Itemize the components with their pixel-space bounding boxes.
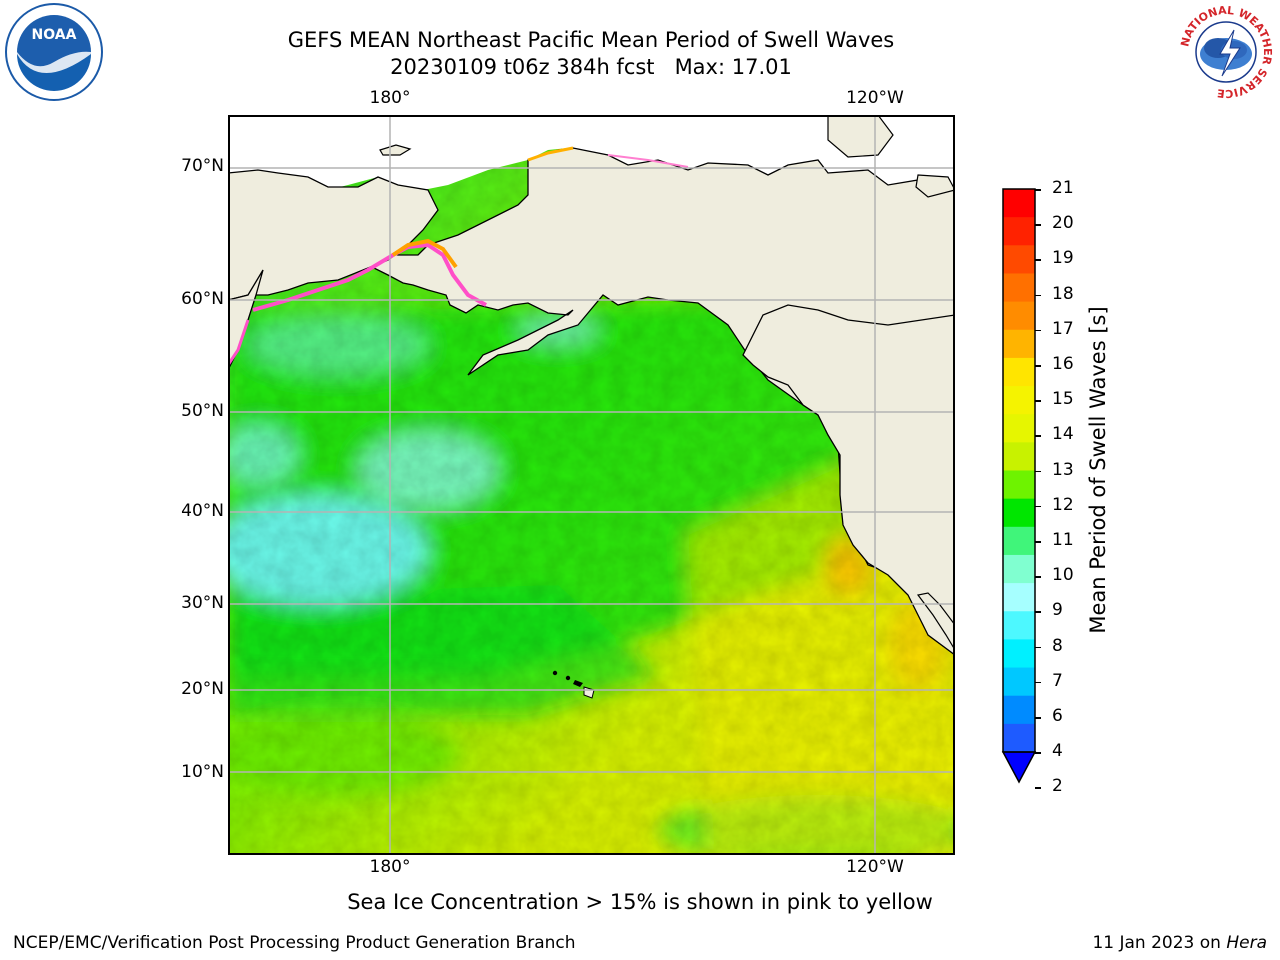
colorbar-segment	[1003, 526, 1035, 556]
colorbar-tick-label: 11	[1052, 530, 1074, 550]
colorbar-tick-mark	[1035, 717, 1041, 719]
colorbar-tick-mark	[1035, 365, 1041, 367]
colorbar-title: Mean Period of Swell Waves [s]	[1086, 306, 1110, 634]
colorbar-segment	[1003, 639, 1035, 669]
colorbar-tick-mark	[1035, 505, 1041, 508]
colorbar-tick-label: 17	[1052, 318, 1074, 339]
colorbar-tick-mark	[1035, 787, 1041, 789]
noaa-logo: NOAA	[4, 2, 104, 102]
lon-label-top-120w: 120°W	[846, 88, 904, 108]
map-gridlines	[228, 115, 955, 855]
colorbar-segment	[1003, 386, 1035, 415]
colorbar-segment	[1003, 189, 1035, 218]
colorbar-tick-mark	[1035, 541, 1041, 543]
colorbar	[1001, 188, 1037, 784]
colorbar-tick-label: 18	[1052, 283, 1074, 304]
colorbar-tick-label: 8	[1052, 635, 1063, 656]
chart-title-line1: GEFS MEAN Northeast Pacific Mean Period …	[287, 28, 895, 52]
colorbar-tick-label: 16	[1052, 354, 1074, 374]
colorbar-tick-label: 12	[1052, 494, 1074, 515]
colorbar-tick-mark	[1035, 259, 1041, 261]
lat-label-10n: 10°N	[181, 762, 224, 782]
colorbar-segment	[1003, 498, 1035, 528]
colorbar-segment	[1003, 667, 1035, 697]
colorbar-segment	[1003, 554, 1035, 584]
colorbar-tick-label: 14	[1052, 424, 1074, 445]
colorbar-tick-label: 15	[1052, 389, 1074, 410]
colorbar-tick-mark	[1035, 611, 1041, 613]
colorbar-tick-label: 9	[1052, 600, 1063, 621]
colorbar-segment	[1003, 301, 1035, 331]
host-name: Hera	[1226, 933, 1267, 953]
colorbar-extend-arrow	[1001, 751, 1037, 784]
colorbar-segment	[1003, 611, 1035, 640]
lat-label-40n: 40°N	[181, 501, 224, 521]
lat-label-30n: 30°N	[181, 593, 224, 613]
colorbar-tick-label: 4	[1052, 741, 1063, 762]
nws-logo: NATIONAL WEATHER SERVICE	[1176, 2, 1276, 102]
colorbar-tick-label: 10	[1052, 565, 1074, 586]
colorbar-tick-mark	[1035, 681, 1041, 684]
colorbar-tick-mark	[1035, 294, 1041, 297]
lon-label-top-180: 180°	[369, 88, 411, 108]
colorbar-tick-label: 20	[1052, 213, 1074, 234]
lat-label-20n: 20°N	[181, 679, 224, 699]
colorbar-tick-mark	[1035, 435, 1041, 437]
lon-label-bottom-180: 180°	[369, 857, 411, 877]
colorbar-segment	[1003, 695, 1035, 725]
colorbar-tick-label: 7	[1052, 670, 1063, 691]
lat-label-50n: 50°N	[181, 401, 224, 421]
colorbar-tick-mark	[1035, 224, 1041, 226]
colorbar-segment	[1003, 357, 1035, 387]
colorbar-tick-mark	[1035, 752, 1041, 754]
swell-period-map	[228, 115, 955, 855]
colorbar-segment	[1003, 329, 1035, 359]
lat-label-70n: 70°N	[181, 156, 224, 176]
date-stamp: 11 Jan 2023 on Hera	[1092, 933, 1267, 953]
credit-text: NCEP/EMC/Verification Post Processing Pr…	[13, 933, 576, 953]
colorbar-tick-mark	[1035, 470, 1041, 473]
lon-label-bottom-120w: 120°W	[846, 857, 904, 877]
colorbar-tick-label: 19	[1052, 248, 1074, 269]
colorbar-segment	[1003, 414, 1035, 443]
land-north-america	[742, 304, 955, 656]
colorbar-tick-mark	[1035, 400, 1041, 402]
chart-title-line2: 20230109 t06z 384h fcst Max: 17.01	[390, 55, 792, 79]
colorbar-tick-label: 2	[1052, 776, 1063, 797]
colorbar-tick-label: 6	[1052, 706, 1063, 726]
colorbar-segment	[1003, 723, 1035, 753]
colorbar-tick-mark	[1035, 576, 1041, 578]
colorbar-tick-label: 13	[1052, 459, 1074, 480]
colorbar-tick-mark	[1035, 189, 1041, 191]
colorbar-tick-mark	[1035, 329, 1041, 332]
lat-label-60n: 60°N	[181, 289, 224, 309]
colorbar-segment	[1003, 273, 1035, 303]
colorbar-tick-label: 21	[1052, 178, 1074, 198]
colorbar-segment	[1003, 442, 1035, 471]
svg-text:NOAA: NOAA	[32, 27, 77, 43]
colorbar-segment	[1003, 583, 1035, 612]
colorbar-segment	[1003, 470, 1035, 500]
colorbar-segment	[1003, 245, 1035, 274]
colorbar-tick-mark	[1035, 646, 1041, 649]
land-siberia	[228, 169, 439, 301]
colorbar-segment	[1003, 217, 1035, 246]
sea-ice-footnote: Sea Ice Concentration > 15% is shown in …	[347, 890, 933, 914]
land-north	[228, 115, 955, 193]
